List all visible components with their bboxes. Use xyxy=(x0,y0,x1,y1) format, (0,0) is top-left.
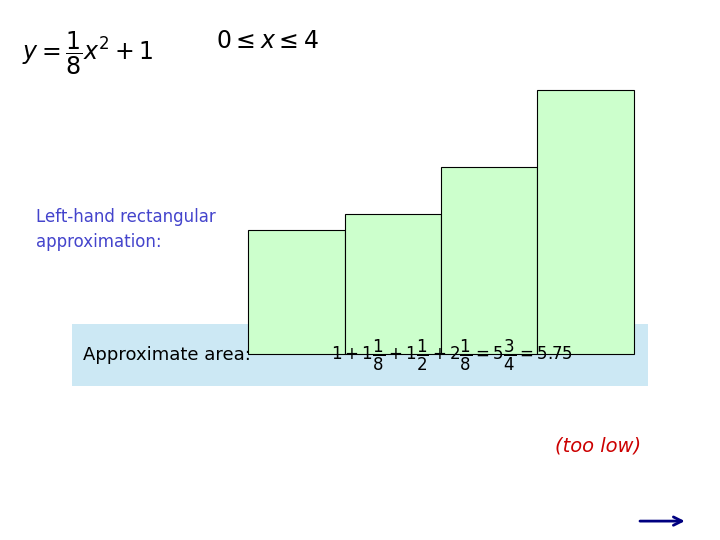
Text: $0 \leq x \leq 4$: $0 \leq x \leq 4$ xyxy=(216,30,319,53)
Bar xyxy=(441,167,537,354)
Text: Left-hand rectangular
approximation:: Left-hand rectangular approximation: xyxy=(36,208,216,251)
Bar xyxy=(72,324,648,386)
Bar xyxy=(345,214,441,354)
Text: (too low): (too low) xyxy=(554,436,641,455)
Text: $y = \dfrac{1}{8}x^2 + 1$: $y = \dfrac{1}{8}x^2 + 1$ xyxy=(22,30,153,77)
Text: Approximate area:: Approximate area: xyxy=(83,346,251,364)
Bar xyxy=(248,230,345,354)
Bar xyxy=(537,90,634,354)
Text: $1 + 1\dfrac{1}{8} + 1\dfrac{1}{2} + 2\dfrac{1}{8} = 5\dfrac{3}{4} = 5.75$: $1 + 1\dfrac{1}{8} + 1\dfrac{1}{2} + 2\d… xyxy=(331,338,573,373)
